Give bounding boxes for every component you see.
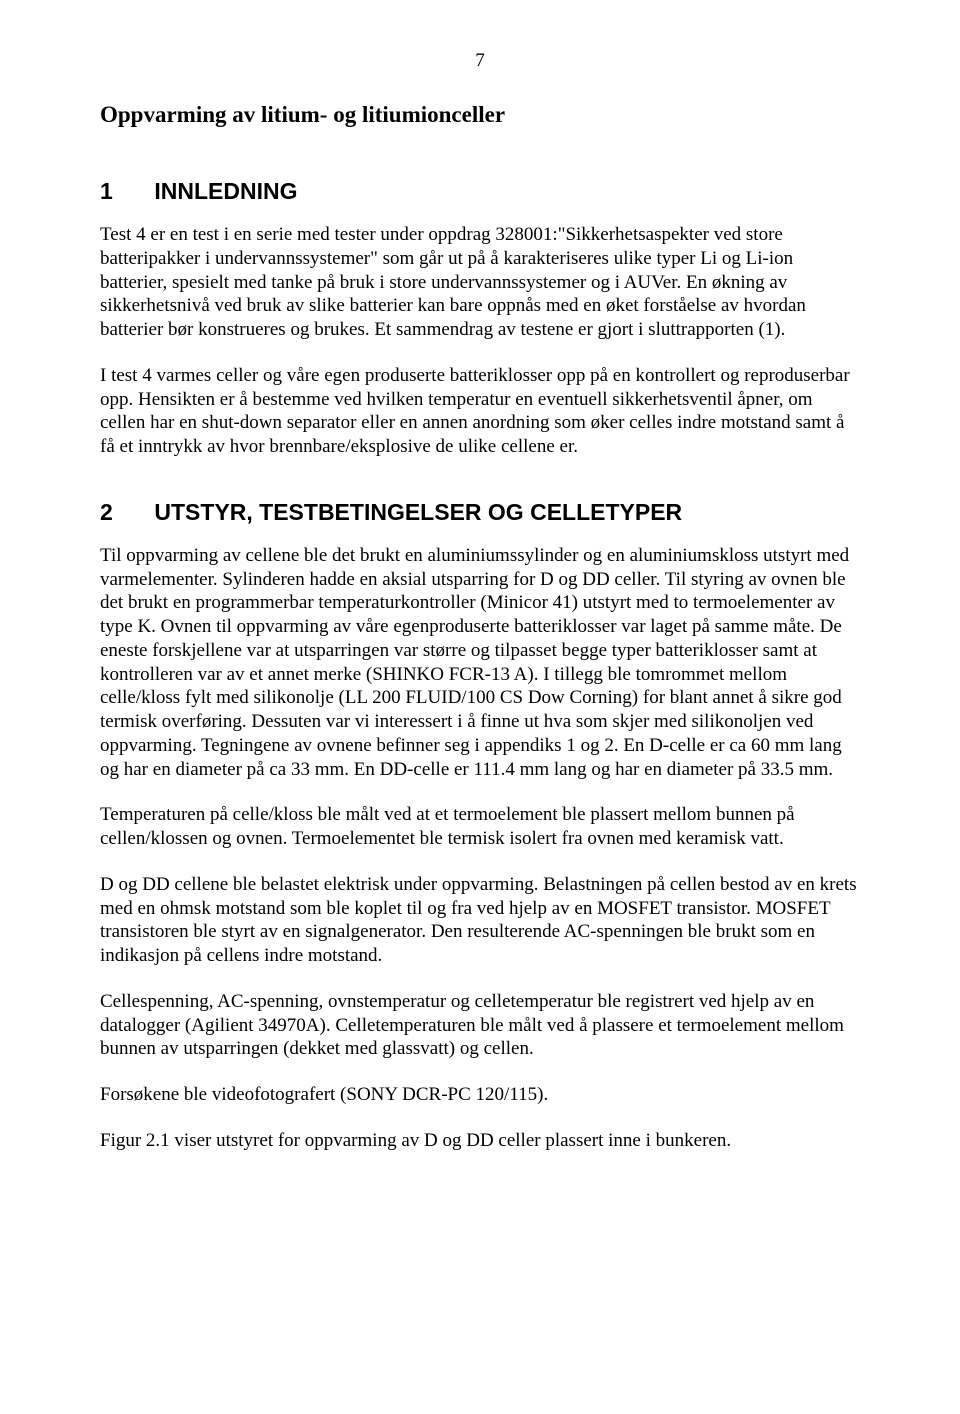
section-1-title: INNLEDNING <box>154 178 297 204</box>
section-2-paragraph-3: D og DD cellene ble belastet elektrisk u… <box>100 873 860 968</box>
section-2-paragraph-4: Cellespenning, AC-spenning, ovnstemperat… <box>100 990 860 1061</box>
section-1-heading: 1 INNLEDNING <box>100 178 860 205</box>
section-2-title: UTSTYR, TESTBETINGELSER OG CELLETYPER <box>154 499 682 525</box>
section-2-number: 2 <box>100 499 148 526</box>
page-number: 7 <box>100 50 860 72</box>
section-2-paragraph-5: Forsøkene ble videofotografert (SONY DCR… <box>100 1083 860 1107</box>
section-2-paragraph-2: Temperaturen på celle/kloss ble målt ved… <box>100 803 860 851</box>
section-1-paragraph-2: I test 4 varmes celler og våre egen prod… <box>100 364 860 459</box>
section-2-paragraph-6: Figur 2.1 viser utstyret for oppvarming … <box>100 1129 860 1153</box>
page-container: 7 Oppvarming av litium- og litiumioncell… <box>0 0 960 1414</box>
section-1-number: 1 <box>100 178 148 205</box>
section-1-paragraph-1: Test 4 er en test i en serie med tester … <box>100 223 860 342</box>
section-2-paragraph-1: Til oppvarming av cellene ble det brukt … <box>100 544 860 782</box>
document-title: Oppvarming av litium- og litiumionceller <box>100 102 860 128</box>
section-2-heading: 2 UTSTYR, TESTBETINGELSER OG CELLETYPER <box>100 499 860 526</box>
